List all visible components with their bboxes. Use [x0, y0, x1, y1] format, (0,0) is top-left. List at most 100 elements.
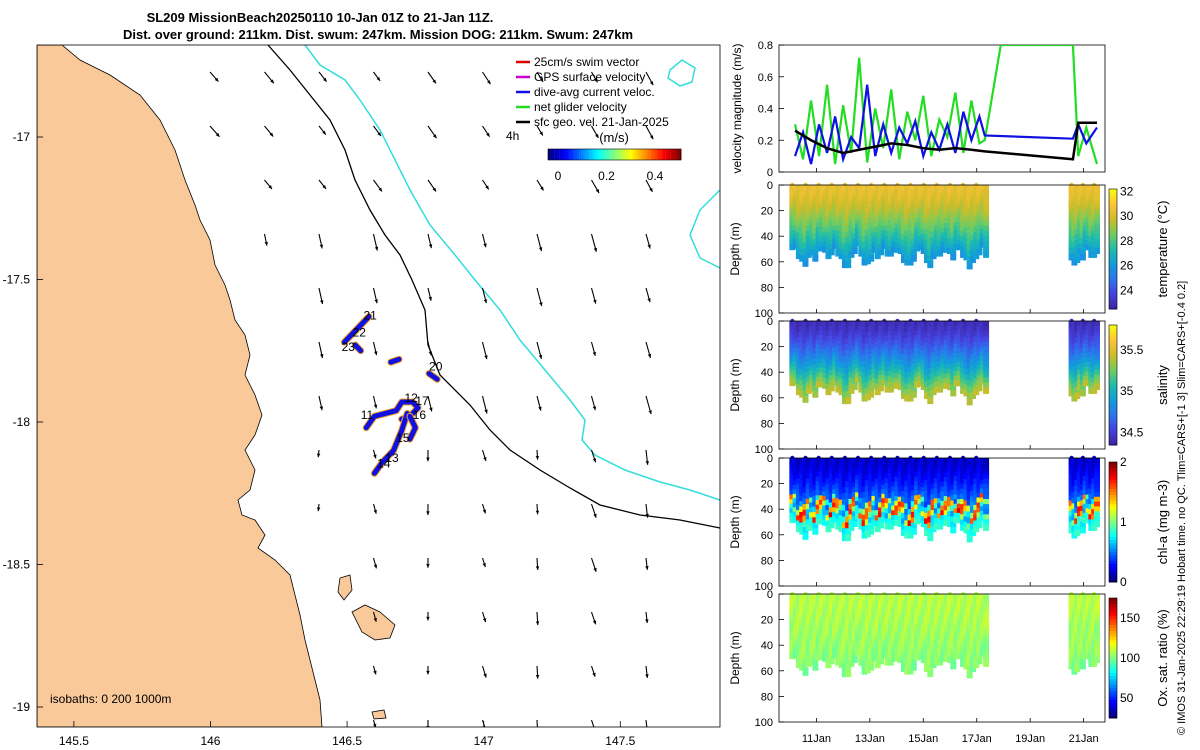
- section-cell: [815, 476, 822, 483]
- section-cell: [828, 603, 835, 611]
- geo-vector-head: [484, 728, 487, 732]
- section-cell: [891, 194, 898, 201]
- section-cell: [897, 467, 904, 474]
- section-cell: [828, 502, 835, 509]
- section-cell: [901, 479, 908, 487]
- section-cell: [805, 185, 812, 192]
- section-cell: [940, 237, 947, 244]
- section-cell: [825, 383, 832, 390]
- colorbar-cell: [587, 149, 591, 160]
- section-cell: [969, 654, 976, 662]
- section-cell: [845, 208, 852, 216]
- colorbar-cell: [643, 149, 646, 160]
- section-cell: [832, 502, 839, 509]
- section-cell: [832, 321, 839, 327]
- colorbar-cell: [659, 149, 662, 160]
- section-cell: [832, 229, 839, 236]
- section-cell: [871, 598, 878, 605]
- section-cell: [795, 499, 802, 507]
- section-cell: [848, 519, 855, 526]
- section-cell: [966, 458, 973, 466]
- section-cell: [887, 458, 894, 465]
- section-cell: [1093, 506, 1100, 513]
- section-cell: [914, 495, 921, 502]
- colorbar-cell: [1109, 555, 1117, 559]
- geo-vector-head: [374, 246, 379, 251]
- geo-vector: [536, 719, 538, 727]
- section-cell: [904, 633, 911, 641]
- section-cell: [835, 386, 842, 393]
- section-cell: [930, 362, 937, 370]
- section-cell: [933, 331, 940, 338]
- section-cell: [946, 238, 953, 245]
- section-cell: [835, 205, 842, 212]
- depth-tick-label: 20: [761, 615, 773, 627]
- section-cell: [917, 480, 924, 487]
- section-cell: [973, 242, 980, 249]
- section-cell: [789, 230, 796, 237]
- section-cell: [917, 494, 924, 501]
- section-cell: [973, 609, 980, 617]
- section-cell: [868, 490, 875, 497]
- section-cell: [795, 383, 802, 390]
- section-cell: [887, 523, 894, 530]
- section-cell: [1093, 608, 1100, 615]
- geo-vector-head: [538, 247, 543, 252]
- section-cell: [881, 466, 888, 473]
- section-cell: [851, 608, 858, 615]
- section-cell: [822, 194, 829, 201]
- section-cell: [845, 344, 852, 352]
- section-cell: [878, 648, 885, 655]
- section-cell: [966, 250, 973, 258]
- lat-tick-label: -17.5: [3, 273, 31, 287]
- section-cell: [812, 599, 819, 606]
- section-cell: [864, 332, 871, 339]
- section-cell: [960, 341, 967, 348]
- section-cell: [799, 321, 806, 328]
- section-cell: [815, 189, 822, 196]
- section-cell: [940, 608, 947, 615]
- section-cell: [868, 615, 875, 623]
- section-cell: [878, 321, 885, 328]
- geo-vector-head: [535, 674, 540, 679]
- section-cell: [937, 654, 944, 661]
- section-cell: [887, 604, 894, 611]
- colorbar-cell: [634, 149, 637, 160]
- section-cell: [983, 478, 990, 485]
- section-cell: [792, 652, 799, 658]
- section-cell: [920, 238, 927, 245]
- section-cell: [822, 335, 829, 342]
- section-cell: [874, 205, 881, 213]
- section-cell: [871, 608, 878, 615]
- section-cell: [795, 604, 802, 611]
- section-cell: [805, 650, 812, 657]
- section-cell: [907, 377, 914, 385]
- section-cell: [887, 624, 894, 631]
- section-cell: [878, 239, 885, 246]
- section-cell: [805, 346, 812, 353]
- colorbar-cell: [1109, 619, 1117, 623]
- section-cell: [973, 362, 980, 370]
- section-cell: [855, 615, 862, 621]
- section-cell: [799, 490, 806, 497]
- section-cell: [897, 594, 904, 601]
- section-cell: [930, 494, 937, 501]
- section-cell: [845, 249, 852, 257]
- section-cell: [1093, 199, 1100, 206]
- section-cell: [864, 201, 871, 209]
- section-cell: [946, 330, 953, 337]
- colorbar-cell: [1109, 610, 1117, 614]
- section-cell: [835, 371, 842, 378]
- section-cell: [891, 227, 898, 234]
- section-cell: [878, 472, 885, 479]
- section-cell: [966, 599, 973, 608]
- section-cell: [897, 472, 904, 479]
- section-cell: [795, 520, 802, 527]
- section-cell: [799, 342, 806, 350]
- section-cell: [878, 643, 885, 650]
- section-cell: [855, 189, 862, 195]
- section-cell: [891, 223, 898, 229]
- section-cell: [1093, 458, 1100, 465]
- section-cell: [920, 603, 927, 610]
- section-cell: [966, 208, 973, 216]
